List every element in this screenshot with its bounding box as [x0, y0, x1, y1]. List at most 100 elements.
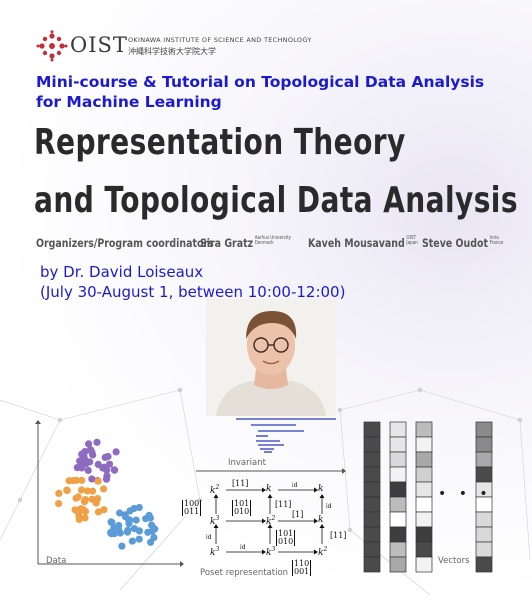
- vector-cell: [389, 436, 407, 453]
- node-k2: k2: [266, 515, 276, 527]
- scatter-point: [93, 438, 101, 446]
- scatter-point: [111, 466, 119, 474]
- vector-cell: [389, 496, 407, 513]
- speaker-photo: [206, 299, 336, 416]
- scatter-point: [112, 448, 120, 456]
- oist-japanese-name: 沖縄科学技術大学院大学: [128, 47, 216, 56]
- map-matrix: 110 001: [292, 559, 312, 576]
- vectors-figure: [363, 421, 493, 573]
- organizers-label: Organizers/Program coordinators: [36, 236, 214, 250]
- scatter-point: [124, 526, 132, 534]
- vector-cell: [475, 541, 493, 558]
- scatter-point: [104, 452, 112, 461]
- node-k: k: [318, 484, 324, 494]
- scatter-point: [84, 466, 92, 474]
- scatter-point: [148, 521, 156, 529]
- vector-cell: [389, 511, 407, 528]
- map-matrix: 100 011: [182, 499, 202, 516]
- scatter-point: [55, 489, 63, 497]
- scatter-point: [132, 516, 140, 524]
- scatter-point: [81, 514, 89, 522]
- map-label: id: [206, 534, 212, 541]
- scatter-point: [72, 476, 80, 484]
- title-line-1: Representation Theory: [34, 122, 406, 163]
- scatter-point: [107, 518, 115, 526]
- scatter-point: [55, 500, 63, 508]
- node-k3: k3: [210, 515, 220, 527]
- vector-cell: [389, 526, 407, 543]
- vector-cell: [389, 556, 407, 573]
- title-line-2: and Topological Data Analysis: [34, 180, 518, 221]
- scatter-point: [80, 506, 88, 514]
- node-k2: k2: [318, 546, 328, 558]
- scatter-point: [72, 494, 80, 502]
- map-label: [11]: [330, 531, 347, 540]
- scatter-point: [63, 486, 71, 494]
- scatter-point: [114, 524, 122, 532]
- vector-cell: [415, 496, 433, 513]
- vector-cell: [389, 481, 407, 498]
- vector-cell: [389, 421, 407, 438]
- map-label: [11]: [232, 479, 249, 488]
- vector-cell: [415, 451, 433, 468]
- scatter-point: [81, 496, 89, 504]
- scatter-point: [99, 464, 107, 472]
- vector-cell: [363, 556, 381, 573]
- byline: by Dr. David Loiseaux (July 30-August 1,…: [40, 262, 345, 302]
- organizer-1: Sira Gratz Aarhus University Denmark: [200, 235, 291, 251]
- vector-cell: [415, 466, 433, 483]
- vector-cell: [475, 436, 493, 453]
- scatter-data-figure: [35, 420, 184, 567]
- scatter-point: [94, 477, 102, 485]
- map-label: [1]: [292, 510, 304, 519]
- scatter-point: [118, 542, 126, 550]
- scatter-point: [86, 458, 94, 466]
- scatter-point: [126, 516, 134, 524]
- poset-label: Poset representation: [200, 568, 289, 578]
- scatter-point: [81, 448, 89, 456]
- vector-cell: [415, 436, 433, 453]
- scatter-point: [92, 499, 100, 507]
- vector-cell: [389, 541, 407, 558]
- vector-cell: [363, 436, 381, 453]
- vector-cell: [389, 451, 407, 468]
- vector-cell: [389, 466, 407, 483]
- organizer-affiliation: Aarhus University Denmark: [254, 235, 291, 246]
- vector-cell: [475, 451, 493, 468]
- vector-cell: [363, 421, 381, 438]
- vector-cell: [363, 541, 381, 558]
- node-k3: k3: [210, 546, 220, 558]
- map-label: id: [240, 544, 246, 551]
- invariant-label: Invariant: [228, 458, 266, 468]
- scatter-point: [135, 535, 143, 543]
- vector-cell: [363, 526, 381, 543]
- oist-logo: OIST OKINAWA INSTITUTE OF SCIENCE AND TE…: [36, 30, 336, 64]
- vector-cell: [415, 556, 433, 573]
- vector-cell: [475, 466, 493, 483]
- scatter-point: [75, 515, 83, 523]
- map-label: [11]: [275, 500, 292, 509]
- scatter-point: [135, 527, 143, 535]
- scatter-point: [128, 537, 136, 545]
- poset-representation-figure: k2 k k k3 k2 k k3 k3 k2 [11] id 100 011 1…: [180, 472, 350, 590]
- node-k: k: [318, 515, 324, 525]
- vector-cell: [363, 451, 381, 468]
- scatter-point: [83, 487, 92, 495]
- scatter-point: [116, 509, 124, 517]
- scatter-point: [89, 487, 97, 495]
- scatter-point: [145, 511, 153, 519]
- scatter-point: [130, 504, 138, 513]
- scatter-point: [78, 486, 86, 494]
- scatter-point: [144, 528, 152, 536]
- oist-english-name: OKINAWA INSTITUTE OF SCIENCE AND TECHNOL…: [128, 36, 312, 44]
- oist-wordmark: OIST: [70, 33, 128, 57]
- organizer-affiliation: OIST Japan: [406, 235, 418, 246]
- vector-cell: [363, 466, 381, 483]
- scatter-point: [100, 506, 108, 514]
- vector-cell: [363, 511, 381, 528]
- data-label: Data: [46, 556, 67, 566]
- vector-cell: [475, 511, 493, 528]
- vector-cell: [363, 496, 381, 513]
- map-matrix: 101 010: [232, 499, 252, 516]
- map-label: id: [326, 503, 332, 510]
